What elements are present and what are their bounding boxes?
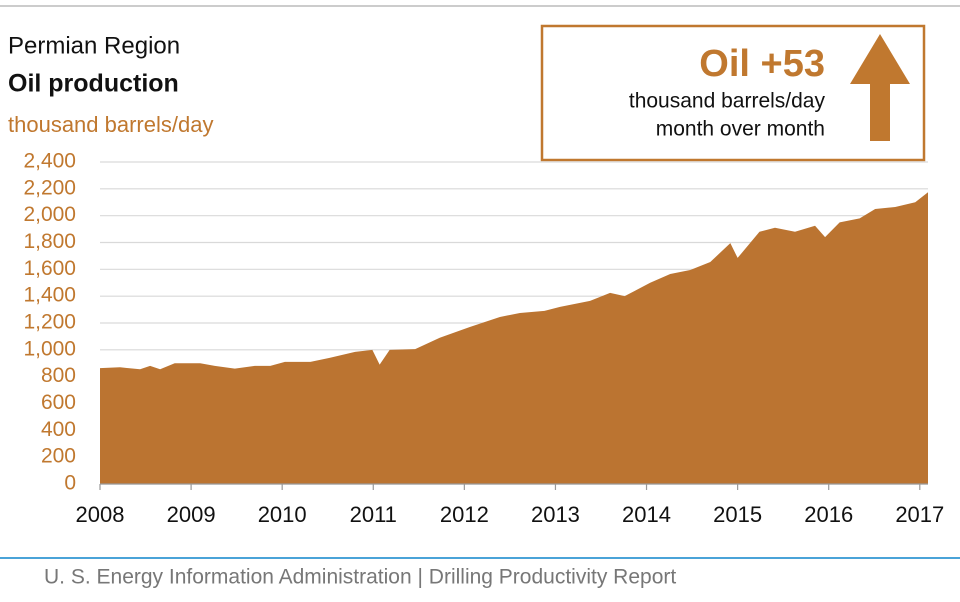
callout-box: [540, 24, 926, 162]
x-tick-label: 2014: [622, 502, 671, 527]
callout-headline: Oil +53: [699, 43, 825, 85]
chart-subtitle: Oil production: [8, 70, 179, 98]
y-tick-label: 400: [41, 418, 76, 441]
y-tick-label: 200: [41, 445, 76, 468]
x-tick-label: 2015: [713, 502, 762, 527]
y-tick-label: 2,400: [23, 150, 76, 173]
y-tick-label: 600: [41, 391, 76, 414]
y-tick-label: 2,200: [23, 176, 76, 199]
callout-line: month over month: [656, 118, 825, 141]
x-tick-label: 2010: [258, 502, 307, 527]
up-arrow: [850, 34, 910, 141]
x-tick-label: 2011: [350, 502, 397, 527]
y-axis-label: thousand barrels/day: [8, 112, 213, 137]
y-tick-label: 1,600: [23, 257, 76, 280]
y-tick-label: 1,800: [23, 230, 76, 253]
y-tick-label: 2,000: [23, 203, 76, 226]
x-tick-label: 2017: [895, 502, 944, 527]
callout-line: thousand barrels/day: [629, 90, 826, 113]
y-tick-label: 1,000: [23, 337, 76, 360]
x-tick-label: 2016: [804, 502, 853, 527]
area: [100, 192, 928, 484]
x-tick-label: 2013: [531, 502, 580, 527]
footer: U. S. Energy Information Administration …: [44, 566, 676, 589]
y-tick-label: 1,200: [23, 311, 76, 334]
chart-title: Permian Region: [8, 32, 180, 59]
y-tick-label: 800: [41, 364, 76, 387]
y-tick-label: 0: [64, 472, 76, 495]
x-tick-label: 2009: [167, 502, 216, 527]
x-tick-label: 2008: [76, 502, 125, 527]
x-tick-label: 2012: [440, 502, 489, 527]
y-tick-label: 1,400: [23, 284, 76, 307]
